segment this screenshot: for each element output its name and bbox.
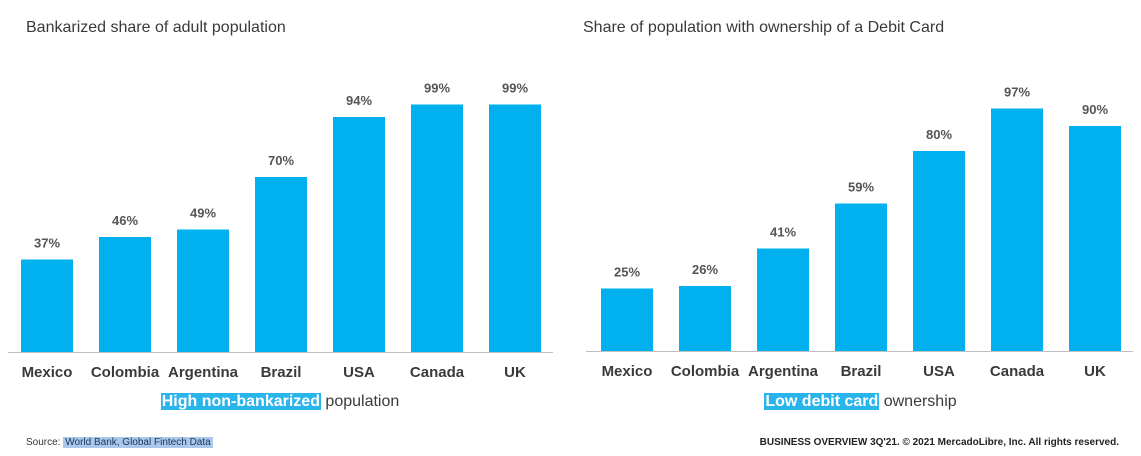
category-label: Colombia bbox=[91, 364, 160, 381]
bar-canada bbox=[991, 108, 1043, 351]
bar-value-label: 99% bbox=[424, 81, 450, 96]
source-note: Source: World Bank, Global Fintech Data bbox=[26, 437, 213, 448]
chart-panel-bankarized: Bankarized share of adult population 37%… bbox=[0, 0, 560, 425]
bar-value-label: 90% bbox=[1082, 102, 1108, 117]
bar-value-label: 49% bbox=[190, 206, 216, 221]
chart-caption: High non-bankarized population bbox=[0, 393, 560, 411]
bar-chart-debit-card: 25% Mexico 26% Colombia 41% Argentina 59% Brazi… bbox=[586, 85, 1133, 380]
category-label: Brazil bbox=[261, 364, 302, 381]
category-label: Brazil bbox=[841, 363, 882, 380]
bar-mexico bbox=[21, 259, 73, 352]
bar-colombia bbox=[679, 286, 731, 351]
bar-brazil bbox=[835, 203, 887, 351]
bar-value-label: 26% bbox=[692, 262, 718, 277]
bar-value-label: 41% bbox=[770, 225, 796, 240]
bar-usa bbox=[913, 151, 965, 351]
chart-title: Share of population with ownership of a … bbox=[583, 19, 945, 36]
bar-value-label: 70% bbox=[268, 153, 294, 168]
bar-value-label: 80% bbox=[926, 127, 952, 142]
chart-title: Bankarized share of adult population bbox=[26, 19, 286, 36]
bar-mexico bbox=[601, 288, 653, 351]
bar-value-label: 94% bbox=[346, 93, 372, 108]
category-label: Canada bbox=[990, 363, 1045, 380]
bar-value-label: 25% bbox=[614, 265, 640, 280]
caption-text: ownership bbox=[879, 393, 957, 410]
bar-value-label: 97% bbox=[1004, 85, 1030, 100]
category-label: Canada bbox=[410, 364, 465, 381]
caption-highlight: High non-bankarized bbox=[160, 393, 321, 410]
bar-value-label: 59% bbox=[848, 180, 874, 195]
category-label: UK bbox=[504, 364, 526, 381]
copyright-note: BUSINESS OVERVIEW 3Q'21. © 2021 MercadoL… bbox=[759, 437, 1119, 448]
bar-canada bbox=[411, 104, 463, 352]
bar-argentina bbox=[177, 229, 229, 352]
bar-chart-bankarized: 37% Mexico 46% Colombia 49% Argentina 70% Brazi… bbox=[8, 81, 553, 381]
category-label: USA bbox=[343, 364, 375, 381]
category-label: UK bbox=[1084, 363, 1106, 380]
bar-brazil bbox=[255, 177, 307, 352]
source-link[interactable]: World Bank, Global Fintech Data bbox=[63, 437, 213, 448]
bar-argentina bbox=[757, 248, 809, 351]
bar-value-label: 46% bbox=[112, 213, 138, 228]
bar-colombia bbox=[99, 237, 151, 352]
category-label: Argentina bbox=[168, 364, 239, 381]
chart-panel-debit-card: Share of population with ownership of a … bbox=[580, 0, 1141, 425]
bar-uk bbox=[1069, 126, 1121, 351]
category-label: Argentina bbox=[748, 363, 819, 380]
bar-usa bbox=[333, 117, 385, 352]
caption-highlight: Low debit card bbox=[764, 393, 880, 410]
bar-uk bbox=[489, 104, 541, 352]
bar-value-label: 99% bbox=[502, 81, 528, 96]
category-label: USA bbox=[923, 363, 955, 380]
category-label: Mexico bbox=[22, 364, 73, 381]
category-label: Colombia bbox=[671, 363, 740, 380]
caption-text: population bbox=[320, 393, 400, 410]
category-label: Mexico bbox=[602, 363, 653, 380]
source-prefix: Source: bbox=[26, 437, 64, 448]
chart-caption: Low debit card ownership bbox=[580, 393, 1141, 411]
bar-value-label: 37% bbox=[34, 236, 60, 251]
